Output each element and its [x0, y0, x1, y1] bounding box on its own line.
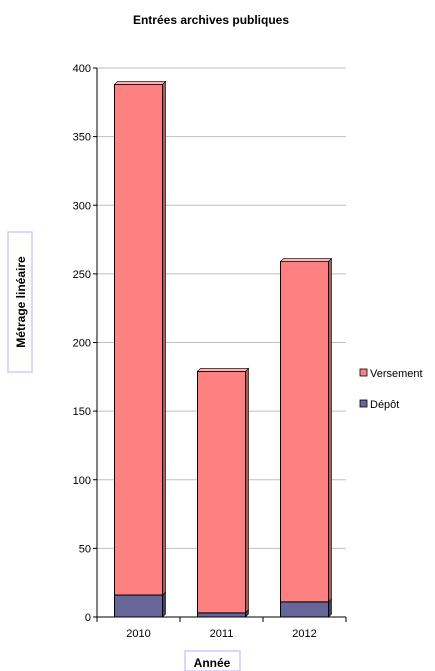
y-tick-label: 0	[85, 612, 91, 624]
bars	[113, 80, 333, 618]
x-tick-label: 2012	[292, 628, 316, 640]
x-axis-title: Année	[194, 656, 231, 670]
bar-versement-2012	[280, 261, 329, 603]
bar-versement-2011	[197, 370, 246, 614]
y-axis-title-box: Métrage linéaire	[7, 231, 33, 373]
y-tick-label: 100	[73, 475, 91, 487]
bar-versement-2010	[114, 83, 163, 596]
bar-dépôt-2010	[114, 594, 163, 618]
x-tick-label: 2010	[126, 628, 150, 640]
y-axis-title: Métrage linéaire	[14, 256, 28, 348]
x-axis-ticks: 2010 2011 2012	[96, 617, 347, 640]
chart-title: Entrées archives publiques	[133, 13, 289, 27]
bar-top-2011	[196, 368, 250, 372]
y-tick-label: 350	[73, 132, 91, 144]
y-tick-label: 200	[73, 338, 91, 350]
bar-dépôt-2012	[280, 601, 329, 618]
legend: Versement Dépôt	[359, 368, 423, 411]
legend-swatch-dépôt	[359, 399, 368, 408]
legend-label-dépôt: Dépôt	[370, 399, 399, 411]
y-tick-label: 150	[73, 406, 91, 418]
y-tick-label: 300	[73, 200, 91, 212]
legend-label-versement: Versement	[370, 368, 423, 380]
legend-swatch-versement	[359, 368, 368, 377]
x-axis-title-box: Année	[184, 650, 241, 671]
y-tick-label: 50	[79, 543, 91, 555]
x-tick-label: 2011	[210, 628, 234, 640]
y-tick-label: 250	[73, 269, 91, 281]
y-axis-ticks: 0 50 100 150 200 250 300 350 400	[73, 63, 97, 624]
y-tick-label: 400	[73, 63, 91, 75]
bar-dépôt-2011	[197, 612, 246, 618]
bar-top-2010	[113, 81, 167, 85]
bar-top-2012	[279, 258, 333, 262]
